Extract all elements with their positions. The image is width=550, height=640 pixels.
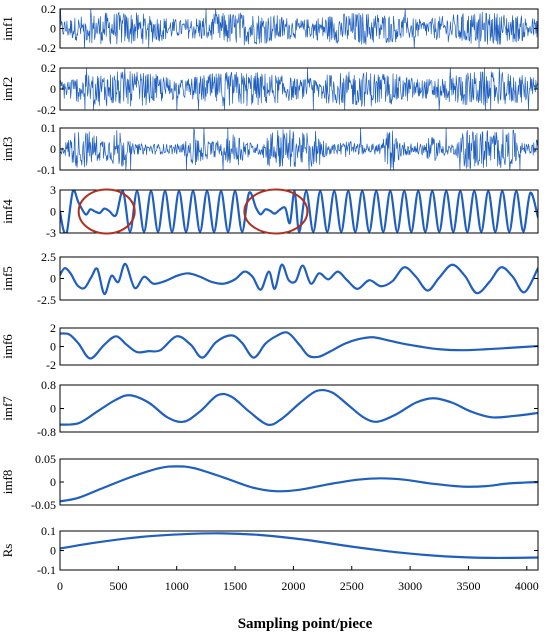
x-tick-label: 3500 (456, 579, 480, 593)
highlight-ellipse (243, 188, 309, 235)
y-axis-label-imf5: imf5 (0, 266, 15, 291)
series-line-imf1 (60, 9, 538, 48)
y-tick-label: 0.2 (41, 2, 56, 16)
y-tick-label: 0 (50, 340, 56, 354)
x-tick-label: 0 (57, 579, 63, 593)
y-tick-label: 0 (50, 402, 56, 416)
y-tick-label: 2.5 (41, 250, 56, 264)
series-line-imf5 (60, 262, 538, 296)
y-tick-label: -0.2 (37, 41, 56, 55)
x-tick-label: 3000 (398, 579, 422, 593)
x-axis: 0 500 1000 1500 2000 2500 3000 3500 4000 (57, 566, 539, 593)
panels-group: 0.2 0 -0.2 imf1 0.2 0 -0.2 imf2 0.1 0 -0.1 imf3 3 0 -3… (0, 2, 539, 577)
panel-imf7: 0.8 0 -0.8 imf7 (0, 378, 539, 439)
panel-imf2: 0.2 0 -0.2 imf2 (0, 61, 539, 117)
y-tick-label: -0.2 (37, 103, 56, 117)
y-tick-label: -0.05 (31, 498, 56, 512)
x-tick-label: 500 (109, 579, 127, 593)
y-tick-label: -3 (46, 226, 56, 240)
y-tick-label: 0 (50, 544, 56, 558)
y-axis-label-imf3: imf3 (0, 137, 15, 162)
y-tick-label: 0 (50, 22, 56, 36)
x-tick-label: 2500 (340, 579, 364, 593)
y-tick-label: 0 (50, 82, 56, 96)
y-tick-label: 0.1 (41, 524, 56, 538)
y-axis-label-rs: Rs (0, 544, 15, 558)
panel-frame (59, 327, 539, 366)
panel-imf3: 0.1 0 -0.1 imf3 (0, 121, 539, 177)
panel-imf4: 3 0 -3 imf4 (0, 183, 539, 240)
y-axis-label-imf2: imf2 (0, 77, 15, 102)
y-tick-label: 0 (50, 475, 56, 489)
series-line-imf7 (60, 388, 538, 427)
y-tick-label: 0.8 (41, 378, 56, 392)
series-line-imf2 (60, 68, 538, 110)
panel-frame (59, 458, 539, 506)
y-tick-label: 2 (50, 321, 56, 335)
y-tick-label: 0.05 (35, 452, 56, 466)
highlight-ellipse (77, 188, 136, 235)
y-tick-label: -0.8 (37, 425, 56, 439)
series-line-imf6 (60, 331, 538, 360)
y-tick-label: -0.1 (37, 563, 56, 577)
y-axis-label-imf8: imf8 (0, 470, 15, 495)
y-tick-label: -0.1 (37, 163, 56, 177)
y-tick-label: -2 (46, 358, 56, 372)
y-axis-label-imf6: imf6 (0, 334, 15, 359)
y-axis-label-imf7: imf7 (0, 396, 15, 421)
series-line-imf3 (60, 128, 538, 170)
series-line-rs (60, 532, 538, 560)
y-tick-label: 0 (50, 142, 56, 156)
x-tick-label: 2000 (281, 579, 305, 593)
y-tick-label: 0 (50, 205, 56, 219)
x-tick-label: 1500 (223, 579, 247, 593)
y-tick-label: 0.1 (41, 121, 56, 135)
y-axis-label-imf1: imf1 (0, 16, 15, 41)
x-tick-label: 1000 (165, 579, 189, 593)
y-tick-label: 0 (50, 272, 56, 286)
y-axis-label-imf4: imf4 (0, 199, 15, 224)
panel-imf1: 0.2 0 -0.2 imf1 (0, 2, 539, 55)
y-tick-label: 3 (50, 183, 56, 197)
x-axis-label: Sampling point/piece (238, 616, 373, 632)
panel-rs: 0.1 0 -0.1 Rs (0, 524, 539, 577)
y-tick-label: 0.2 (41, 61, 56, 75)
panel-imf5: 2.5 0 -2.5 imf5 (0, 250, 539, 307)
series-line-imf4 (60, 190, 538, 233)
y-tick-label: -2.5 (37, 293, 56, 307)
x-tick-label: 4000 (515, 579, 539, 593)
panel-imf6: 2 0 -2 imf6 (0, 321, 539, 372)
panel-imf8: 0.05 0 -0.05 imf8 (0, 452, 539, 512)
series-line-imf8 (60, 465, 538, 503)
